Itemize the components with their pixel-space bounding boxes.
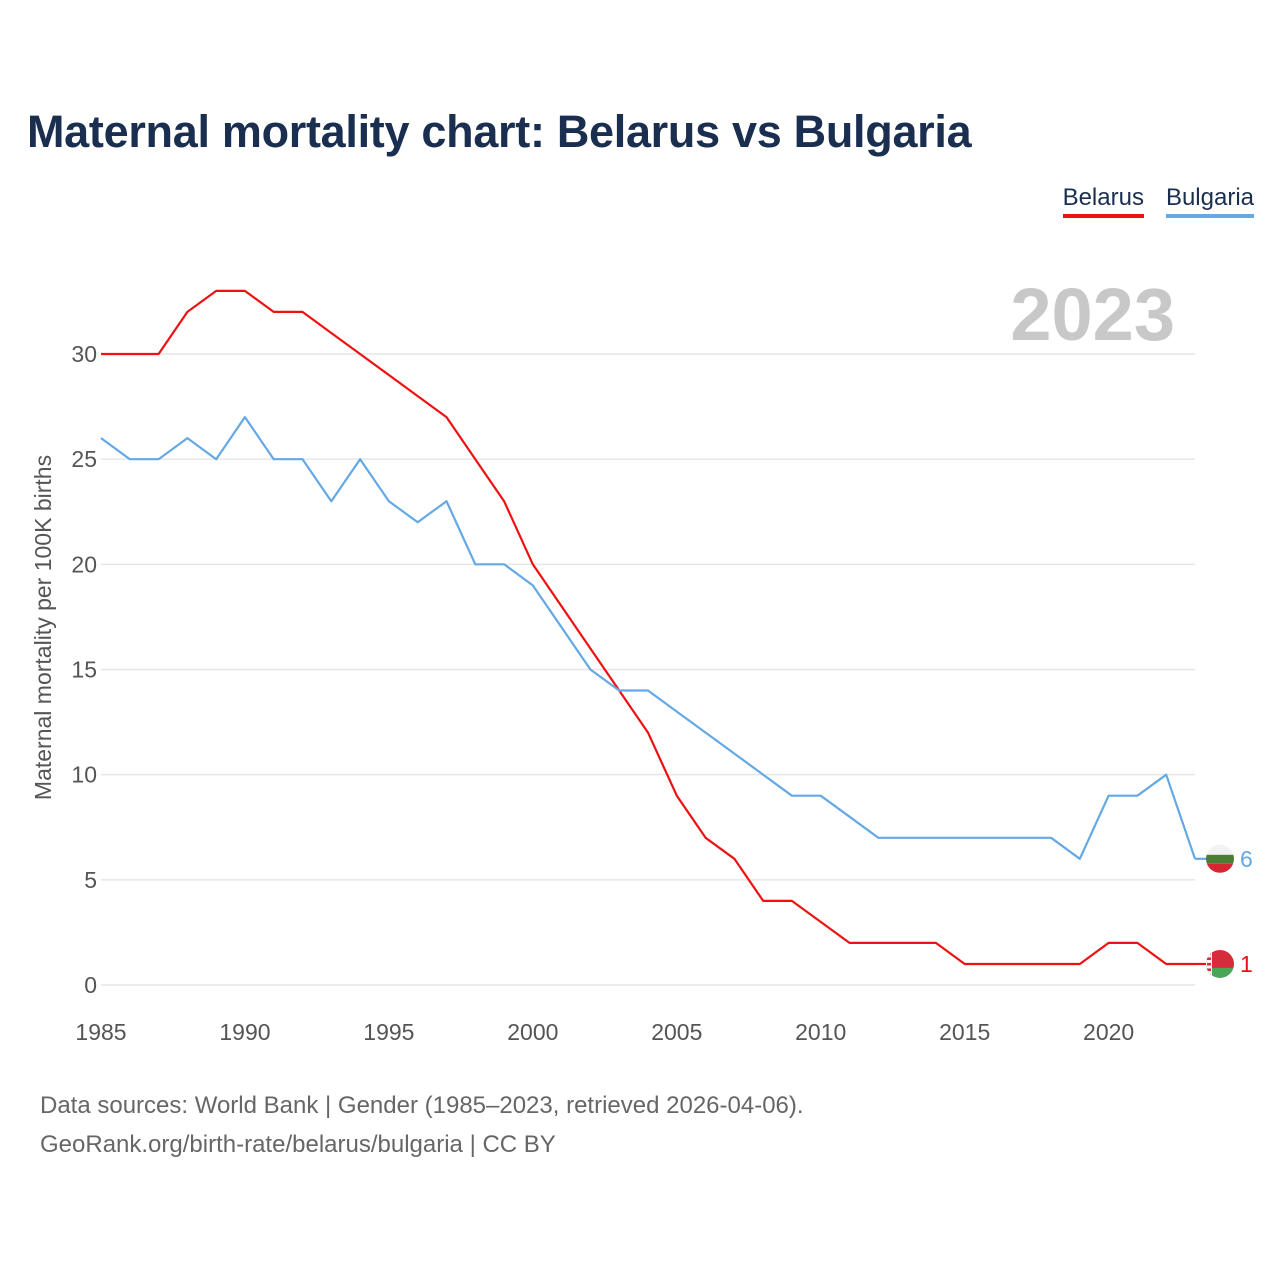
x-tick-label-1985: 1985 (75, 1019, 126, 1045)
x-tick-label-2010: 2010 (795, 1019, 846, 1045)
y-tick-label-20: 20 (71, 551, 97, 577)
data-source-note: Data sources: World Bank | Gender (1985–… (40, 1092, 804, 1119)
y-axis-title: Maternal mortality per 100K births (30, 455, 56, 800)
x-tick-label-1995: 1995 (363, 1019, 414, 1045)
year-watermark: 2023 (1010, 273, 1175, 356)
series-lines (100, 289, 1197, 966)
end-markers: 16 (1195, 844, 1253, 978)
y-tick-label-5: 5 (84, 867, 97, 893)
end-value-label-bulgaria: 6 (1240, 846, 1253, 872)
x-tick-label-2005: 2005 (651, 1019, 702, 1045)
end-value-label-belarus: 1 (1240, 951, 1253, 977)
flag-icon-bulgaria (1206, 844, 1234, 873)
page-title: Maternal mortality chart: Belarus vs Bul… (27, 106, 972, 157)
source-url: GeoRank.org/birth-rate/belarus/bulgaria … (40, 1131, 556, 1158)
x-axis-ticks: 1985 1990 1995 2000 2005 2010 2015 2020 (75, 1019, 1134, 1045)
legend-item-belarus[interactable]: Belarus (1062, 184, 1144, 218)
y-tick-label-0: 0 (84, 972, 97, 998)
y-tick-label-25: 25 (71, 446, 97, 472)
legend: Belarus Bulgaria (1062, 184, 1254, 218)
y-axis-ticks: 0 5 10 15 20 25 30 (71, 341, 97, 998)
x-tick-label-1990: 1990 (219, 1019, 270, 1045)
footer: Data sources: World Bank | Gender (1985–… (40, 1086, 804, 1164)
grid-lines (101, 353, 1195, 986)
series-line-belarus (101, 289, 1195, 966)
x-tick-label-2000: 2000 (507, 1019, 558, 1045)
x-tick-label-2020: 2020 (1083, 1019, 1134, 1045)
legend-item-bulgaria[interactable]: Bulgaria (1165, 184, 1254, 218)
x-tick-label-2015: 2015 (939, 1019, 990, 1045)
y-tick-label-15: 15 (71, 657, 97, 683)
flag-icon-belarus (1206, 949, 1234, 978)
y-tick-label-10: 10 (71, 762, 97, 788)
y-tick-label-30: 30 (71, 341, 97, 367)
series-line-bulgaria (100, 416, 1197, 860)
